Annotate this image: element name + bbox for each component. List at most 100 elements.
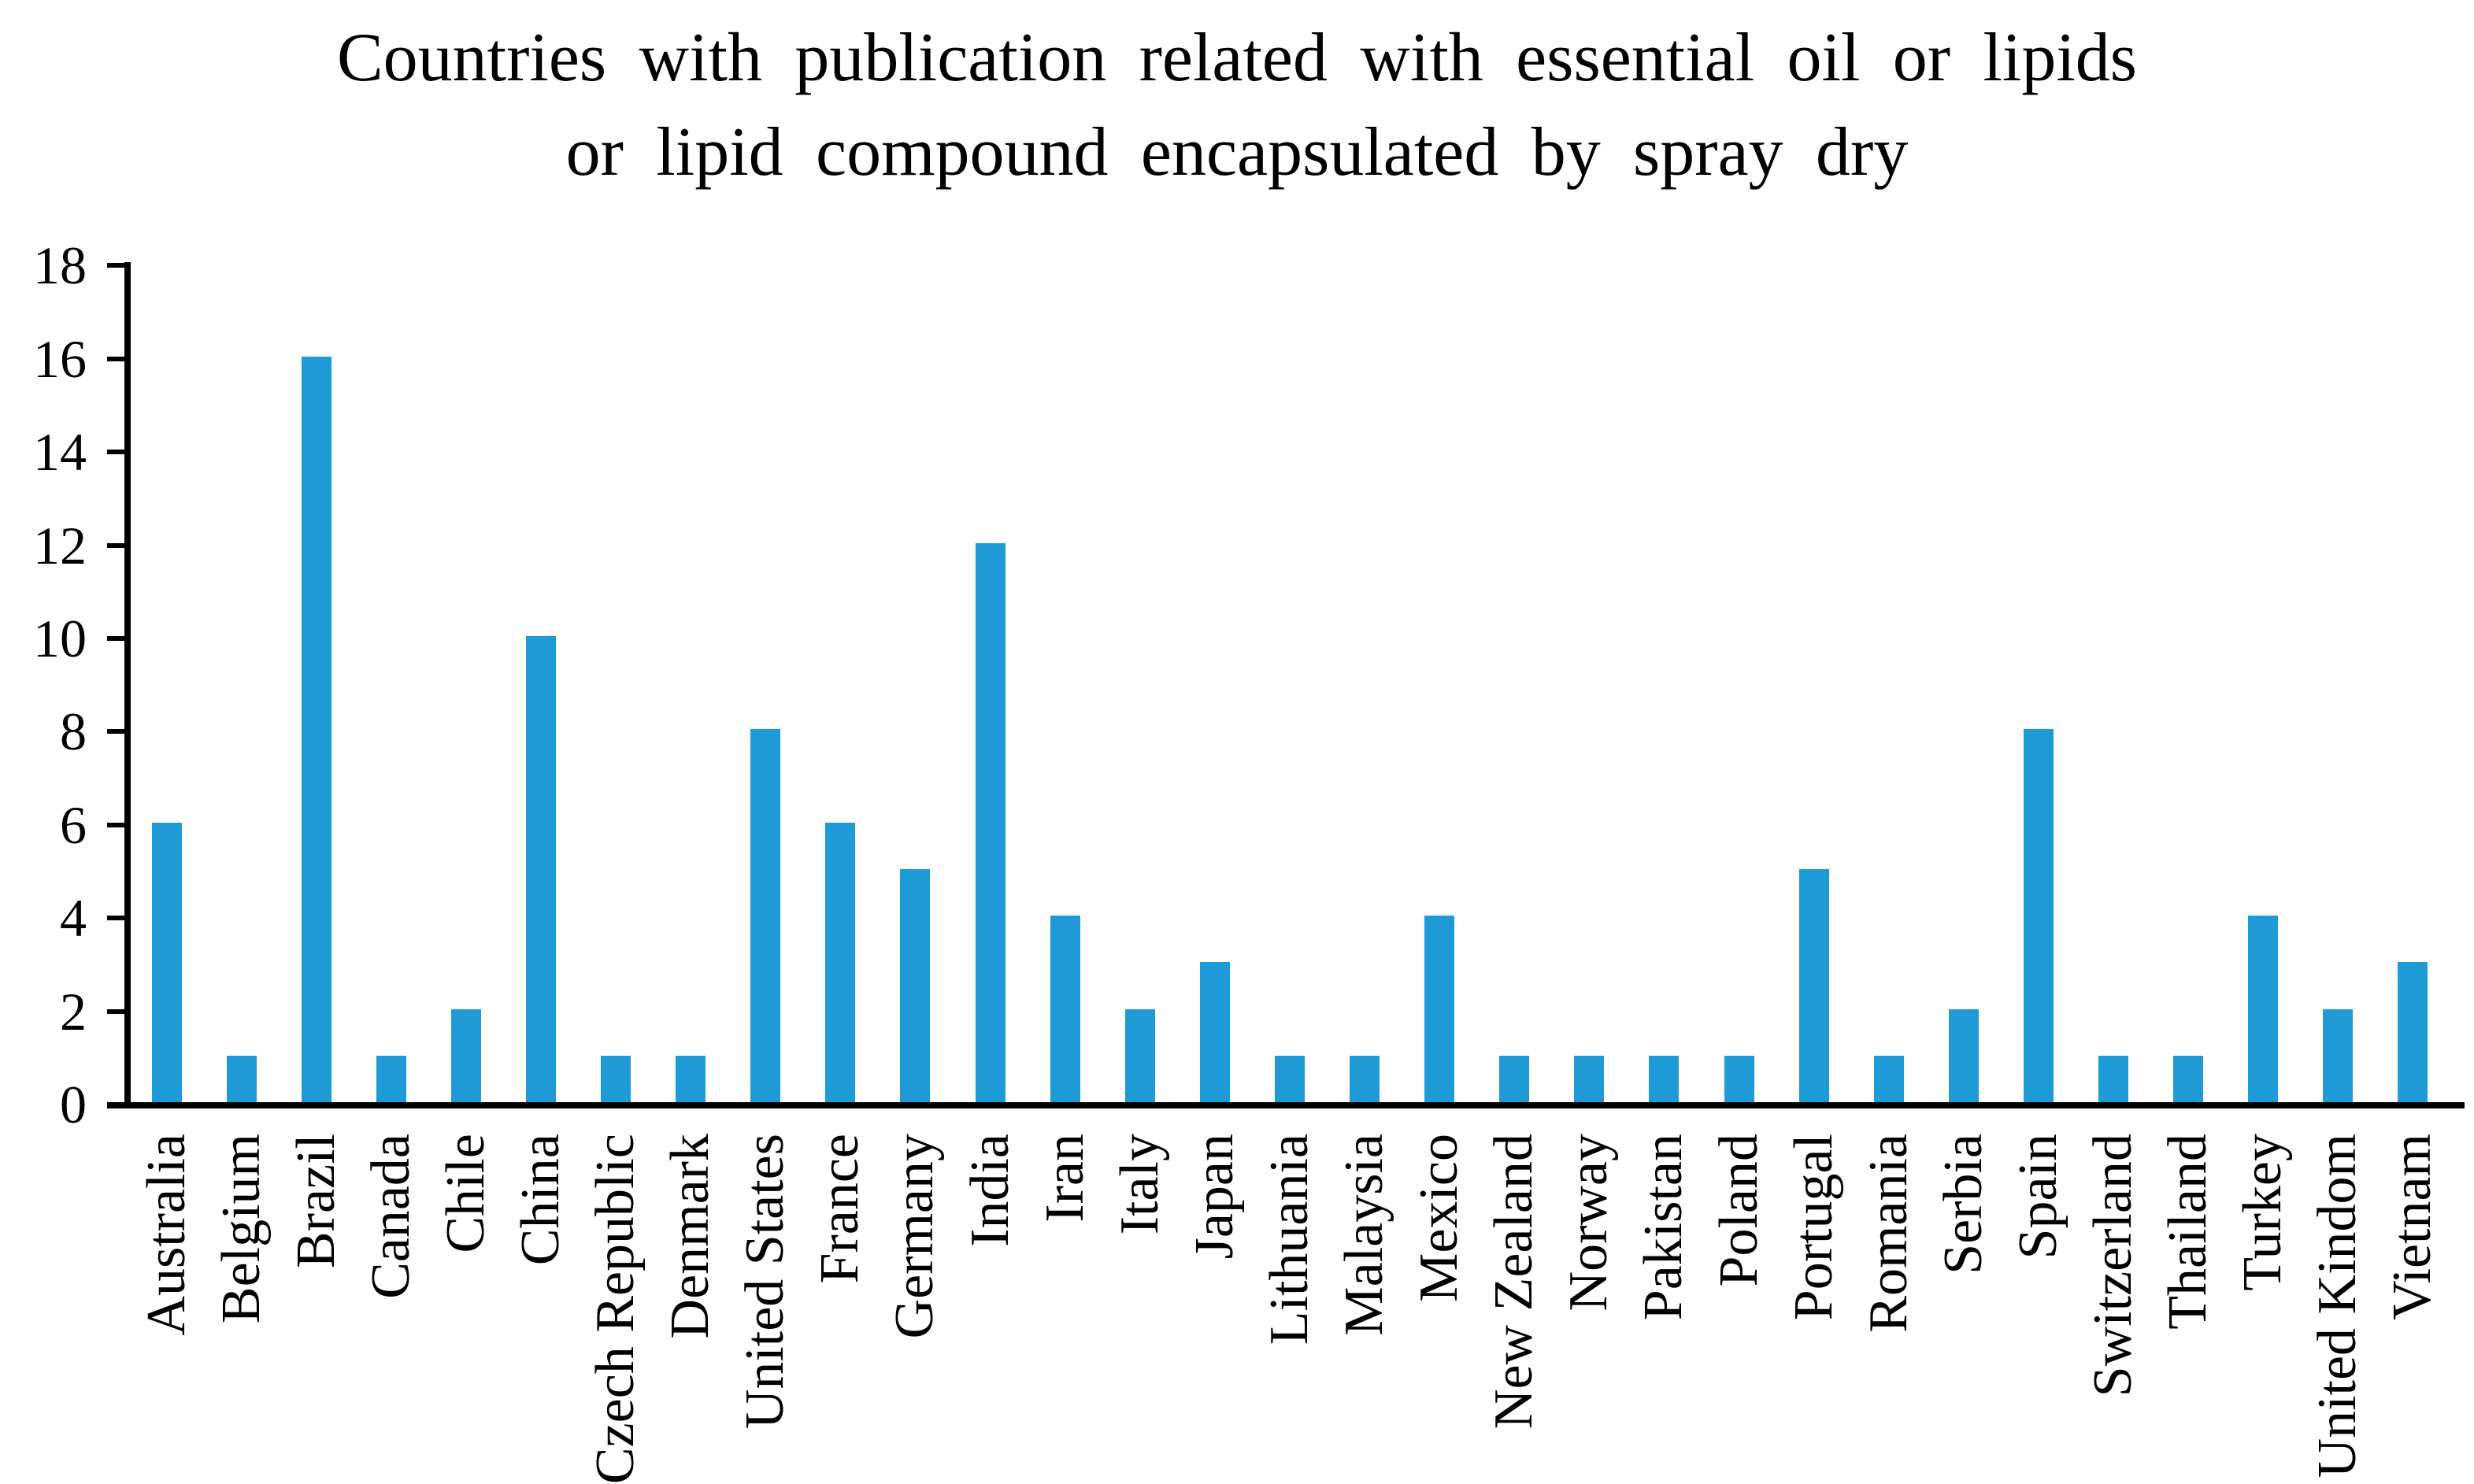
- x-label-cell: Lithuania: [1252, 1134, 1327, 1480]
- bar-cell-thailand: [2151, 265, 2226, 1102]
- bar: [2173, 1055, 2204, 1102]
- x-tick-label: Vietnam: [2382, 1134, 2443, 1320]
- x-label-cell: Thailand: [2151, 1134, 2226, 1480]
- x-label-cell: Iran: [1028, 1134, 1102, 1480]
- chart-title-line-1: Countries with publication related with …: [336, 20, 2138, 96]
- bar-cell-brazil: [279, 265, 354, 1102]
- y-tick-mark: [107, 263, 124, 268]
- bar-cell-poland: [1702, 265, 1776, 1102]
- x-label-cell: Brazil: [279, 1134, 354, 1480]
- bar: [1873, 1055, 1904, 1102]
- x-tick-label: Australia: [135, 1134, 197, 1336]
- x-label-cell: United States: [728, 1134, 803, 1480]
- x-label-cell: India: [953, 1134, 1028, 1480]
- bar: [450, 1008, 481, 1102]
- x-tick-label: Norway: [1558, 1134, 1620, 1312]
- bar-cell-spain: [2001, 265, 2076, 1102]
- y-tick-mark: [107, 450, 124, 455]
- x-tick-label: New Zealand: [1483, 1134, 1545, 1430]
- y-tick-mark: [107, 1008, 124, 1014]
- bar: [1274, 1055, 1305, 1102]
- x-tick-label: United States: [735, 1134, 796, 1430]
- x-tick-label: Germany: [884, 1134, 946, 1339]
- y-tick-mark: [107, 916, 124, 921]
- x-label-cell: United Kindom: [2301, 1134, 2376, 1480]
- x-tick-label: Switzerland: [2082, 1134, 2143, 1397]
- bar: [750, 729, 781, 1102]
- x-tick-label: Czech Republic: [585, 1134, 646, 1484]
- x-label-cell: Turkey: [2226, 1134, 2301, 1480]
- bars-row: [129, 265, 2450, 1102]
- y-tick-label: 0: [60, 1075, 87, 1134]
- bar: [2398, 962, 2428, 1102]
- bar-cell-germany: [878, 265, 953, 1102]
- x-label-cell: Poland: [1702, 1134, 1776, 1480]
- x-label-cell: China: [503, 1134, 578, 1480]
- bar-cell-lithuania: [1252, 265, 1327, 1102]
- bar: [1199, 962, 1230, 1102]
- bar: [1574, 1055, 1605, 1102]
- bar-cell-iran: [1028, 265, 1102, 1102]
- x-label-cell: Japan: [1177, 1134, 1252, 1480]
- x-label-cell: Denmark: [654, 1134, 728, 1480]
- x-label-cell: Malaysia: [1328, 1134, 1402, 1480]
- bar: [1424, 916, 1455, 1102]
- bar: [825, 822, 856, 1102]
- bar: [1124, 1008, 1155, 1102]
- bar-cell-portugal: [1776, 265, 1851, 1102]
- x-tick-label: Brazil: [285, 1134, 346, 1269]
- bar-cell-india: [953, 265, 1028, 1102]
- y-tick-label: 10: [33, 609, 87, 668]
- bar-cell-canada: [354, 265, 428, 1102]
- bar: [1798, 869, 1829, 1102]
- x-tick-label: Romania: [1857, 1134, 1919, 1333]
- bar-cell-united-kindom: [2301, 265, 2376, 1102]
- x-tick-label: Italy: [1109, 1134, 1170, 1235]
- y-tick-label: 14: [33, 422, 87, 483]
- bar-cell-mexico: [1402, 265, 1477, 1102]
- y-tick-label: 18: [33, 235, 87, 296]
- y-axis-line: [124, 262, 131, 1108]
- bar: [301, 356, 331, 1102]
- bar: [2323, 1008, 2354, 1102]
- x-tick-label: Portugal: [1783, 1134, 1844, 1321]
- x-axis-line: [107, 1102, 2465, 1108]
- bar: [2248, 916, 2279, 1102]
- x-tick-label: Chile: [435, 1134, 496, 1253]
- y-tick-mark: [107, 636, 124, 641]
- bar-cell-malaysia: [1328, 265, 1402, 1102]
- x-tick-label: Pakistan: [1633, 1134, 1694, 1321]
- x-tick-label: Belgium: [210, 1134, 272, 1324]
- bar-cell-serbia: [1926, 265, 2001, 1102]
- bar-cell-chile: [428, 265, 503, 1102]
- bar: [526, 636, 557, 1102]
- x-label-cell: Chile: [428, 1134, 503, 1480]
- bar-cell-italy: [1102, 265, 1177, 1102]
- y-tick-mark: [107, 542, 124, 548]
- x-label-cell: Italy: [1102, 1134, 1177, 1480]
- y-tick-label: 12: [33, 515, 87, 575]
- bar: [2023, 729, 2054, 1102]
- x-label-cell: Vietnam: [2376, 1134, 2450, 1480]
- x-label-cell: Pakistan: [1627, 1134, 1702, 1480]
- chart-title: Countries with publication related with …: [0, 11, 2474, 200]
- x-axis-labels: Australia Belgium Brazil Canada Chile China Cz…: [129, 1134, 2450, 1484]
- x-label-cell: Australia: [129, 1134, 204, 1480]
- y-tick-label: 16: [33, 328, 87, 389]
- bar-cell-united-states: [728, 265, 803, 1102]
- bar: [975, 542, 1006, 1102]
- x-label-cell: Germany: [878, 1134, 953, 1480]
- bar-cell-norway: [1552, 265, 1627, 1102]
- x-tick-label: Serbia: [1932, 1134, 1994, 1275]
- bar: [676, 1055, 706, 1102]
- x-label-cell: Canada: [354, 1134, 428, 1480]
- bar-cell-denmark: [654, 265, 728, 1102]
- x-tick-label: Turkey: [2232, 1134, 2294, 1291]
- x-label-cell: Norway: [1552, 1134, 1627, 1480]
- y-tick-mark: [107, 356, 124, 361]
- x-tick-label: United Kindom: [2307, 1134, 2368, 1478]
- bar-cell-turkey: [2226, 265, 2301, 1102]
- x-tick-label: Lithuania: [1258, 1134, 1320, 1345]
- x-tick-label: Iran: [1034, 1134, 1095, 1223]
